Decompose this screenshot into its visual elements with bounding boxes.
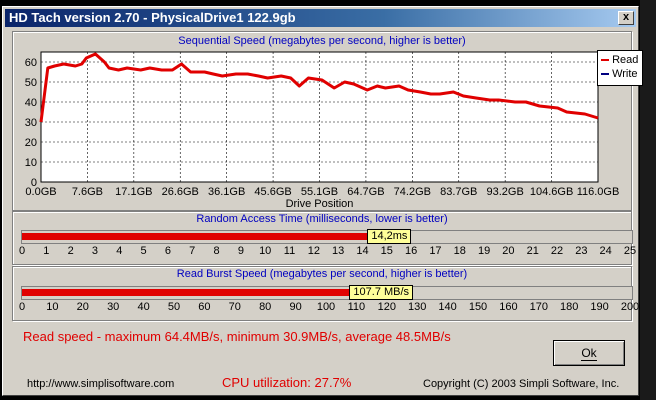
y-tick-label: 50 [25,77,37,89]
scale-tick-label: 20 [502,245,515,257]
x-tick-label: 26.6GB [162,186,199,198]
x-tick-label: 74.2GB [394,186,431,198]
x-tick-label: 17.1GB [115,186,152,198]
scale-tick-label: 0 [18,245,26,257]
title-bar[interactable]: HD Tach version 2.70 - PhysicalDrive1 12… [5,9,636,27]
y-tick-label: 10 [25,157,37,169]
scale-tick-label: 20 [76,301,89,313]
scale-tick-label: 170 [529,301,548,313]
sequential-speed-chart: 0 10 20 30 40 50 60 0.0GB 7.6GB 17.1GB 26.6GB 36.1G… [25,51,620,210]
x-tick-label: 64.7GB [347,186,384,198]
scale-tick-label: 1 [43,245,50,257]
random-access-value-label: 14,2ms [367,229,412,244]
scale-tick-label: 80 [259,301,272,313]
scale-tick-label: 7 [189,245,196,257]
scale-tick-label: 180 [560,301,579,313]
burst-speed-title: Read Burst Speed (megabytes per second, … [176,268,468,280]
scale-tick-label: 4 [116,245,123,257]
scale-tick-label: 60 [198,301,211,313]
scale-tick-label: 19 [477,245,491,257]
x-tick-label: 55.1GB [301,186,338,198]
window-title: HD Tach version 2.70 - PhysicalDrive1 12… [9,10,296,25]
read-series-line [39,52,599,123]
scale-tick-label: 23 [575,245,588,257]
burst-speed-value-label: 107.7 MB/s [349,285,414,300]
scale-tick-label: 30 [107,301,120,313]
scale-tick-label: 12 [307,245,320,257]
scale-tick-label: 120 [377,301,396,313]
y-tick-label: 60 [25,57,37,69]
x-tick-label: 36.1GB [208,186,245,198]
scale-tick-label: 22 [550,245,564,257]
y-tick-label: 30 [25,117,37,129]
scale-tick-label: 70 [228,301,241,313]
scale-tick-label: 50 [167,301,181,313]
y-tick-label: 0 [31,177,37,189]
scale-tick-label: 6 [164,245,171,257]
x-tick-label: 93.2GB [487,186,524,198]
scale-tick-label: 11 [283,245,296,257]
scale-tick-label: 16 [404,245,418,257]
scale-tick-label: 2 [67,245,74,257]
scale-tick-label: 100 [316,301,336,313]
scale-tick-label: 140 [438,301,457,313]
scale-tick-label: 9 [237,245,244,257]
legend-write-swatch [601,73,609,76]
sequential-speed-title: Sequential Speed (megabytes per second, … [178,35,466,47]
x-tick-label: 83.7GB [440,186,477,198]
scale-tick-label: 3 [91,245,99,257]
burst-speed-panel: Read Burst Speed (megabytes per second, … [12,266,639,321]
ok-button[interactable]: Ok [553,340,625,366]
x-tick-label: 7.6GB [72,186,103,198]
scale-tick-label: 17 [429,245,442,257]
close-button[interactable]: x [618,11,634,25]
scale-tick-label: 150 [468,301,488,313]
scale-tick-label: 25 [623,245,637,257]
legend-read-label: Read [612,54,639,66]
chart-legend: Read Write [597,50,643,86]
y-tick-label: 20 [25,137,37,149]
x-tick-label: 45.6GB [254,186,291,198]
read-speed-summary: Read speed - maximum 64.4MB/s, minimum 3… [23,329,451,344]
scale-tick-label: 0 [18,301,26,313]
scale-tick-label: 110 [347,301,366,313]
scale-tick-label: 14 [356,245,369,257]
scale-tick-label: 160 [499,301,518,313]
scale-tick-label: 13 [332,245,345,257]
y-tick-label: 40 [25,97,37,109]
scale-tick-label: 15 [380,245,393,257]
scale-tick-label: 190 [590,301,609,313]
scale-tick-label: 10 [46,301,59,313]
x-axis-label: Drive Position [286,198,354,210]
x-tick-label: 0.0GB [25,186,56,198]
copyright-text: Copyright (C) 2003 Simpli Software, Inc. [423,378,620,390]
x-tick-label: 104.6GB [530,186,573,198]
scale-tick-label: 5 [140,245,147,257]
cpu-utilization: CPU utilization: 27.7% [222,375,352,390]
scale-tick-label: 40 [137,301,150,313]
scale-tick-label: 18 [453,245,466,257]
random-access-title: Random Access Time (milliseconds, lower … [196,213,448,225]
scale-tick-label: 200 [620,301,640,313]
website-link[interactable]: http://www.simplisoftware.com [27,378,175,390]
legend-read-swatch [601,59,609,62]
scale-tick-label: 8 [213,245,220,257]
x-tick-label: 116.0GB [577,186,620,198]
legend-write-label: Write [612,68,638,80]
scale-tick-label: 90 [289,301,302,313]
scale-tick-label: 21 [526,245,539,257]
ok-button-label: Ok [581,346,597,361]
scale-tick-label: 24 [599,245,612,257]
hdtach-window: HD Tach version 2.70 - PhysicalDrive1 12… [2,6,643,396]
desktop-background [640,0,656,400]
random-access-bar [22,233,368,240]
sequential-speed-panel: Sequential Speed (megabytes per second, … [12,31,643,211]
scale-tick-label: 130 [408,301,427,313]
burst-speed-bar [22,289,350,296]
random-access-panel: Random Access Time (milliseconds, lower … [12,211,636,265]
scale-tick-label: 10 [259,245,272,257]
